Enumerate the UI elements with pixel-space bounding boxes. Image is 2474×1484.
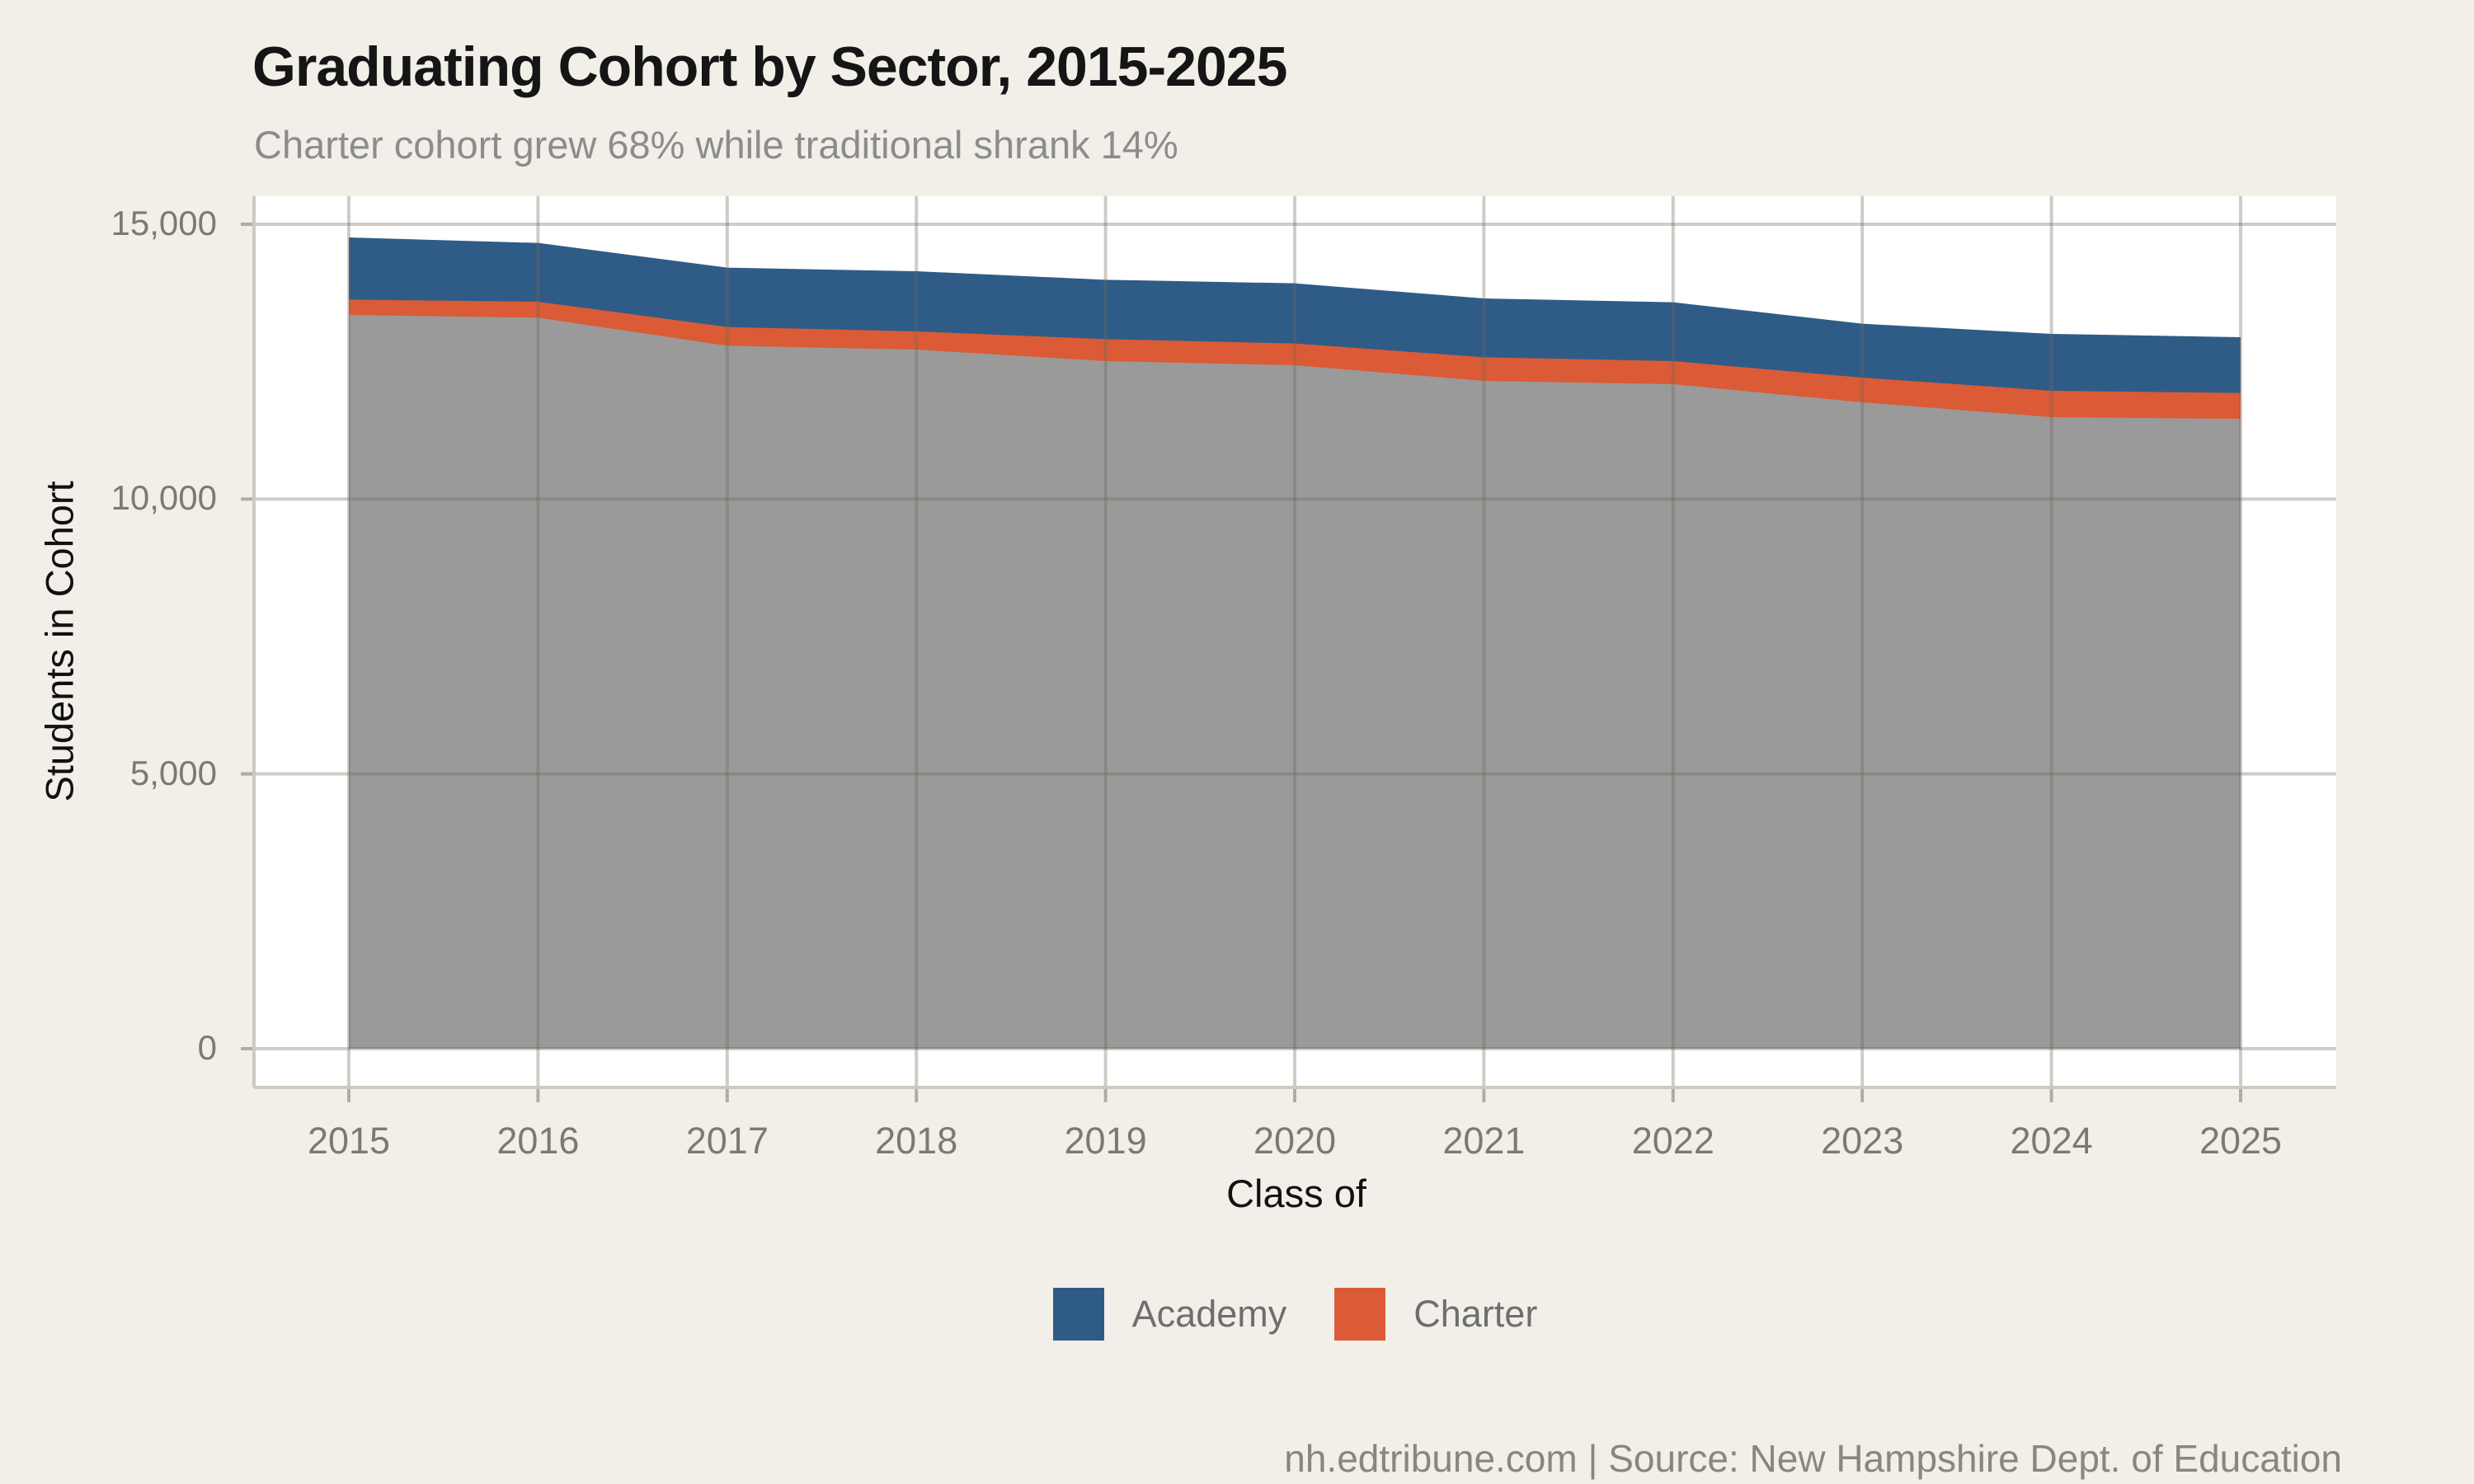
legend-item-charter: Charter (1334, 1288, 1537, 1341)
x-tick-label: 2015 (307, 1120, 391, 1162)
x-axis-title: Class of (1226, 1172, 1366, 1215)
y-axis-title: Students in Cohort (37, 481, 82, 802)
y-tick-label: 0 (197, 1028, 217, 1067)
x-tick-label: 2018 (875, 1120, 958, 1162)
legend-label: Charter (1413, 1293, 1538, 1335)
x-tick-label: 2025 (2199, 1120, 2283, 1162)
x-tick-label: 2016 (496, 1120, 580, 1162)
legend: Academy Charter (254, 1288, 2336, 1341)
legend-swatch (1052, 1288, 1104, 1341)
legend-item-academy: Academy (1052, 1288, 1287, 1341)
x-tick-label: 2017 (685, 1120, 769, 1162)
x-tick-label: 2023 (1821, 1120, 1904, 1162)
y-tick-label: 10,000 (111, 478, 217, 518)
x-tick-label: 2019 (1064, 1120, 1147, 1162)
x-tick-label: 2022 (1631, 1120, 1714, 1162)
source-attribution: nh.edtribune.com | Source: New Hampshire… (1284, 1437, 2342, 1480)
chart-subtitle: Charter cohort grew 68% while traditiona… (254, 123, 1178, 167)
legend-swatch (1334, 1288, 1386, 1341)
legend-label: Academy (1131, 1293, 1287, 1335)
x-tick-label: 2020 (1253, 1120, 1337, 1162)
y-tick-label: 15,000 (111, 204, 217, 242)
area-series-traditional (349, 315, 2241, 1049)
x-tick-label: 2021 (1442, 1120, 1526, 1162)
x-tick-label: 2024 (2010, 1120, 2093, 1162)
y-tick-label: 5,000 (129, 753, 217, 792)
chart-title: Graduating Cohort by Sector, 2015-2025 (252, 35, 1287, 98)
